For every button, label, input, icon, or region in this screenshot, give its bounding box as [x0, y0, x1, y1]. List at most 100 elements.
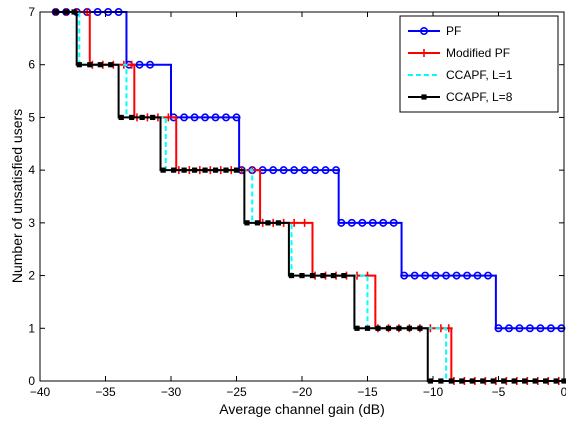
- data-point-ccapf-l-8-3: [76, 62, 82, 68]
- data-point-ccapf-l-8-16: [212, 167, 219, 173]
- data-point-pf-14: [211, 113, 220, 122]
- data-point-modified-pf-8: [127, 60, 136, 69]
- data-point-ccapf-l-8-33: [396, 325, 402, 331]
- series-line-ccapf-l-8: [55, 11, 564, 382]
- data-point-pf-30: [368, 218, 377, 227]
- y-tick-label-0: 0: [28, 374, 35, 388]
- data-point-pf-26: [332, 166, 341, 175]
- data-point-pf-33: [400, 271, 409, 280]
- data-point-pf-22: [290, 166, 299, 175]
- data-point-pf-47: [546, 324, 555, 333]
- data-point-ccapf-l-8-17: [223, 167, 229, 173]
- legend-item-modified-pf: Modified PF: [408, 46, 510, 60]
- data-point-pf-27: [337, 218, 346, 227]
- data-point-pf-39: [463, 271, 472, 280]
- data-point-pf-16: [232, 113, 241, 122]
- legend-item-ccapf-l-8: CCAPF, L=8: [408, 90, 513, 104]
- data-point-ccapf-l-8-34: [406, 325, 413, 331]
- data-point-pf-45: [525, 324, 534, 333]
- x-tick-label-7: −5: [492, 385, 506, 399]
- data-point-ccapf-l-8-6: [108, 62, 114, 68]
- legend-label-ccapf-l-1: CCAPF, L=1: [446, 68, 513, 82]
- data-point-pf-46: [536, 324, 545, 333]
- data-point-ccapf-l-8-31: [375, 325, 381, 331]
- data-point-pf-12: [190, 113, 199, 122]
- data-point-pf-48: [557, 324, 566, 333]
- y-tick-label-3: 3: [28, 216, 35, 230]
- legend-marker-pf: [419, 26, 428, 35]
- x-tick-label-8: 0: [561, 385, 566, 399]
- data-point-pf-40: [473, 271, 482, 280]
- y-tick-label-5: 5: [28, 110, 35, 124]
- data-point-pf-32: [389, 218, 398, 227]
- data-point-pf-34: [410, 271, 419, 280]
- x-tick-label-5: −15: [357, 385, 378, 399]
- data-point-pf-24: [311, 166, 320, 175]
- y-tick-label-6: 6: [28, 58, 35, 72]
- data-point-ccapf-l-8-23: [288, 272, 295, 279]
- data-point-pf-36: [431, 271, 440, 280]
- legend-item-pf: PF: [408, 24, 461, 38]
- data-point-pf-42: [494, 324, 503, 333]
- data-point-pf-23: [300, 166, 309, 175]
- data-point-ccapf-l-8-7: [118, 114, 124, 121]
- data-point-modified-pf-25: [300, 218, 309, 227]
- data-point-ccapf-l-8-8: [129, 114, 135, 121]
- data-point-pf-44: [515, 324, 524, 333]
- legend-item-ccapf-l-1: CCAPF, L=1: [408, 68, 513, 82]
- x-tick-label-1: −35: [95, 385, 116, 399]
- data-point-pf-9: [146, 60, 155, 69]
- data-point-ccapf-l-8-12: [171, 167, 177, 173]
- data-point-pf-41: [484, 271, 493, 280]
- data-point-ccapf-l-8-25: [309, 272, 316, 279]
- data-point-modified-pf-12: [164, 113, 173, 122]
- data-point-ccapf-l-8-19: [244, 220, 250, 226]
- data-point-ccapf-l-8-27: [330, 272, 337, 279]
- x-tick-label-4: −20: [292, 385, 313, 399]
- legend-label-pf: PF: [446, 24, 461, 38]
- data-point-pf-11: [180, 113, 189, 122]
- x-axis-label: Average channel gain (dB): [219, 401, 385, 417]
- data-point-ccapf-l-8-18: [233, 167, 240, 173]
- data-point-pf-13: [201, 113, 210, 122]
- data-point-ccapf-l-8-20: [254, 220, 261, 226]
- axes-layer: −40 −35 −30 −25 −20 −15 −10 −5 0 0 1 2 3 4 5 6 7: [28, 5, 566, 399]
- legend-marker-modified-pf: [420, 49, 428, 57]
- y-tick-label-2: 2: [28, 269, 35, 283]
- data-point-pf-35: [421, 271, 430, 280]
- data-point-ccapf-l-8-24: [299, 272, 305, 279]
- data-point-pf-29: [358, 218, 367, 227]
- data-point-ccapf-l-8-22: [275, 220, 282, 226]
- data-point-pf-21: [279, 166, 288, 175]
- data-point-ccapf-l-8-13: [181, 167, 187, 173]
- data-point-pf-43: [504, 324, 513, 333]
- y-tick-label-1: 1: [28, 321, 35, 335]
- data-point-pf-31: [379, 218, 388, 227]
- data-point-pf-28: [347, 218, 356, 227]
- legend-label-modified-pf: Modified PF: [446, 46, 510, 60]
- x-tick-label-0: −40: [30, 385, 51, 399]
- x-tick-label-3: −25: [226, 385, 247, 399]
- data-point-ccapf-l-8-4: [87, 62, 93, 68]
- data-point-ccapf-l-8-32: [385, 325, 392, 331]
- x-tick-label-6: −10: [423, 385, 444, 399]
- data-point-pf-37: [442, 271, 451, 280]
- data-point-ccapf-l-8-21: [265, 220, 271, 226]
- data-point-pf-20: [269, 166, 278, 175]
- data-point-ccapf-l-8-11: [160, 167, 166, 173]
- data-point-ccapf-l-8-15: [202, 167, 208, 173]
- data-point-ccapf-l-8-30: [364, 325, 371, 331]
- data-point-ccapf-l-8-26: [320, 272, 326, 279]
- legend-marker-ccapf-l-8: [421, 94, 427, 100]
- data-point-ccapf-l-8-9: [139, 114, 145, 121]
- data-point-ccapf-l-8-28: [341, 272, 347, 279]
- data-point-pf-15: [222, 113, 231, 122]
- data-point-pf-25: [321, 166, 330, 175]
- y-tick-label-4: 4: [28, 163, 35, 177]
- data-point-ccapf-l-8-35: [417, 325, 423, 331]
- data-point-pf-8: [135, 60, 144, 69]
- y-tick-label-7: 7: [28, 5, 35, 19]
- legend-label-ccapf-l-8: CCAPF, L=8: [446, 90, 513, 104]
- data-point-ccapf-l-8-29: [354, 325, 360, 331]
